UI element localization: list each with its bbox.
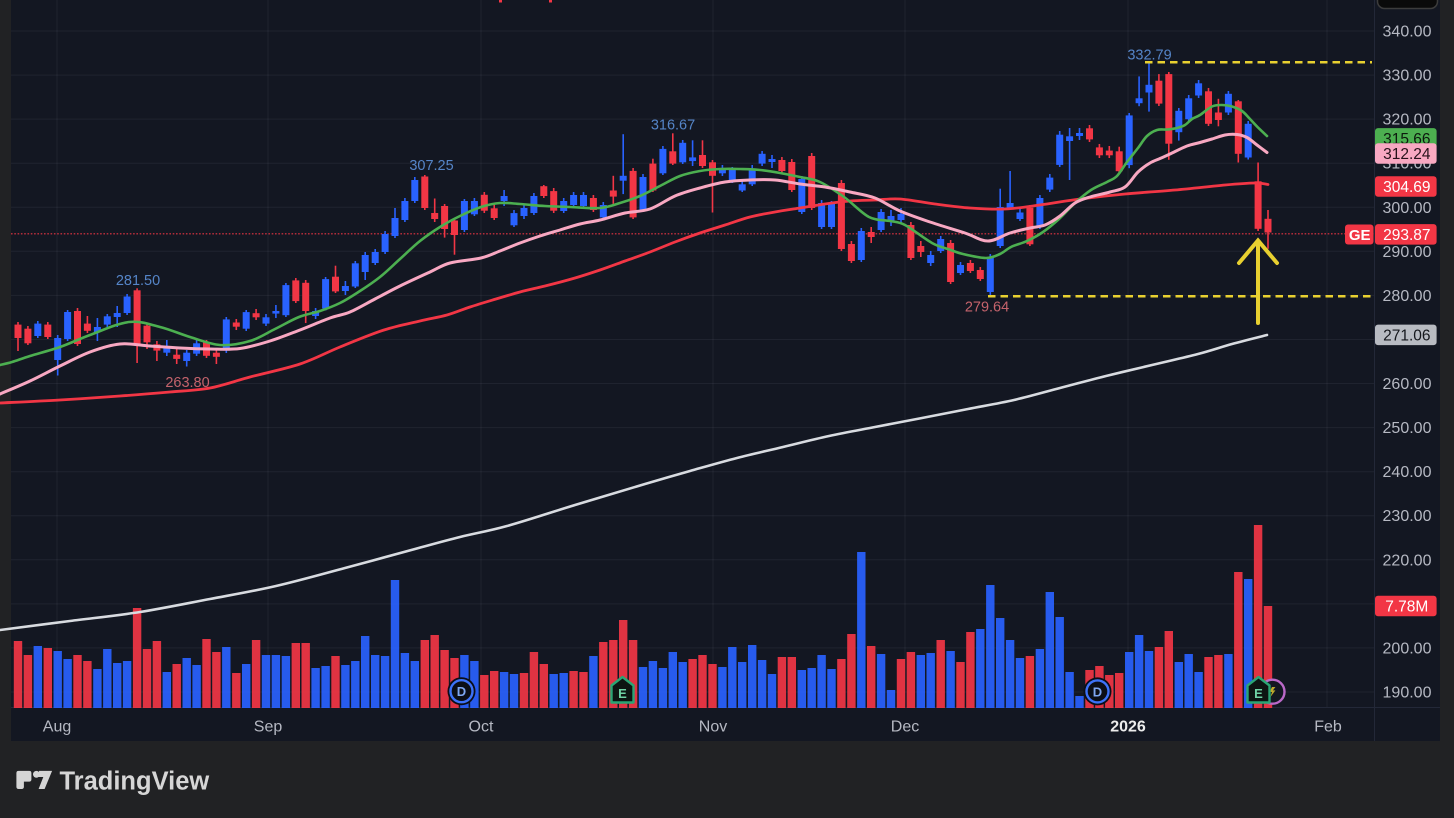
svg-text:281.50: 281.50 [116, 273, 160, 289]
svg-text:263.80: 263.80 [165, 375, 209, 391]
svg-text:250.00: 250.00 [1383, 420, 1432, 437]
svg-text:200.00: 200.00 [1383, 640, 1432, 657]
svg-text:E: E [1254, 686, 1263, 701]
svg-text:E: E [618, 686, 627, 701]
svg-text:300.00: 300.00 [1383, 200, 1432, 217]
svg-text:312.24: 312.24 [1383, 146, 1431, 163]
svg-text:2026: 2026 [1110, 719, 1146, 736]
svg-text:307.25: 307.25 [409, 158, 453, 174]
svg-text:293.87: 293.87 [1383, 227, 1430, 244]
svg-text:Sep: Sep [254, 719, 283, 736]
svg-text:7.78M: 7.78M [1385, 599, 1428, 616]
svg-text:220.00: 220.00 [1383, 552, 1432, 569]
svg-text:Feb: Feb [1314, 719, 1342, 736]
svg-text:332.79: 332.79 [1127, 48, 1171, 64]
svg-text:320.00: 320.00 [1383, 112, 1432, 129]
svg-text:190.00: 190.00 [1383, 685, 1432, 702]
svg-text:230.00: 230.00 [1383, 508, 1432, 525]
svg-text:330.00: 330.00 [1383, 68, 1432, 85]
svg-text:Dec: Dec [891, 719, 919, 736]
svg-text:TradingView: TradingView [60, 768, 210, 796]
svg-text:D: D [457, 684, 466, 699]
svg-text:Nov: Nov [699, 719, 727, 736]
svg-text:316.67: 316.67 [651, 118, 695, 134]
svg-text:Oct: Oct [469, 719, 494, 736]
svg-text:Aug: Aug [43, 719, 71, 736]
svg-text:279.64: 279.64 [965, 300, 1009, 316]
svg-text:304.69: 304.69 [1383, 179, 1430, 196]
svg-text:271.06: 271.06 [1383, 327, 1430, 344]
svg-text:260.00: 260.00 [1383, 376, 1432, 393]
svg-text:GE: GE [1349, 227, 1371, 244]
svg-text:290.00: 290.00 [1383, 244, 1432, 261]
svg-text:340.00: 340.00 [1383, 24, 1432, 41]
svg-text:240.00: 240.00 [1383, 464, 1432, 481]
svg-text:280.00: 280.00 [1383, 288, 1432, 305]
svg-text:D: D [1093, 684, 1102, 699]
